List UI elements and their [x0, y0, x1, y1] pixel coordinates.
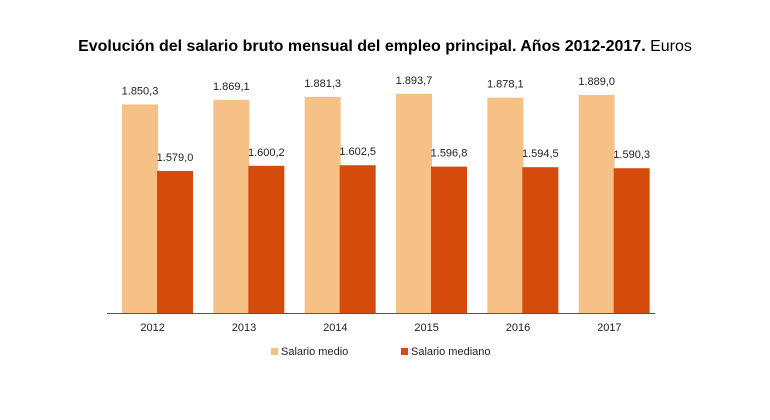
x-tick-label-2012: 2012: [140, 322, 164, 334]
data-label-salario-medio-2012: 1.850,3: [122, 85, 159, 97]
bar-salario-mediano-2012: [157, 170, 193, 313]
bar-salario-mediano-2015: [431, 166, 467, 313]
chart-title-main: Evolución del salario bruto mensual del …: [78, 38, 646, 55]
data-label-salario-medio-2017: 1.889,0: [578, 76, 615, 88]
legend-label-salario-medio: Salario medio: [281, 346, 348, 358]
data-label-salario-mediano-2015: 1.596,8: [431, 148, 468, 160]
bar-salario-mediano-2017: [613, 168, 650, 313]
data-label-salario-medio-2013: 1.869,1: [213, 81, 250, 93]
data-label-salario-mediano-2013: 1.600,2: [248, 147, 285, 159]
chart-title-unit: Euros: [650, 38, 692, 55]
bar-salario-mediano-2013: [248, 165, 285, 313]
bar-salario-medio-2016: [487, 97, 524, 313]
bar-salario-medio-2017: [578, 94, 615, 313]
legend-swatch-salario-medio: [271, 348, 278, 355]
x-tick-label-2016: 2016: [506, 322, 530, 334]
bar-salario-medio-2013: [213, 99, 250, 313]
data-label-salario-medio-2014: 1.881,3: [304, 78, 341, 90]
x-tick-label-2013: 2013: [232, 322, 256, 334]
x-tick-label-2014: 2014: [323, 322, 347, 334]
legend-swatch-salario-mediano: [401, 348, 408, 355]
bar-salario-mediano-2014: [339, 165, 376, 313]
data-label-salario-mediano-2014: 1.602,5: [339, 146, 376, 158]
legend-label-salario-mediano: Salario mediano: [411, 346, 491, 358]
data-label-salario-mediano-2012: 1.579,0: [157, 152, 194, 164]
bar-salario-medio-2015: [396, 93, 432, 313]
data-label-salario-mediano-2017: 1.590,3: [613, 149, 650, 161]
x-tick-label-2017: 2017: [597, 322, 621, 334]
bar-salario-medio-2012: [122, 104, 158, 314]
x-tick-label-2015: 2015: [414, 322, 438, 334]
data-label-salario-mediano-2016: 1.594,5: [522, 148, 559, 160]
chart-title: Evolución del salario bruto mensual del …: [0, 38, 770, 56]
data-label-salario-medio-2015: 1.893,7: [396, 75, 433, 87]
bar-salario-medio-2014: [304, 96, 341, 313]
data-label-salario-medio-2016: 1.878,1: [487, 79, 524, 91]
bar-salario-mediano-2016: [522, 167, 559, 313]
